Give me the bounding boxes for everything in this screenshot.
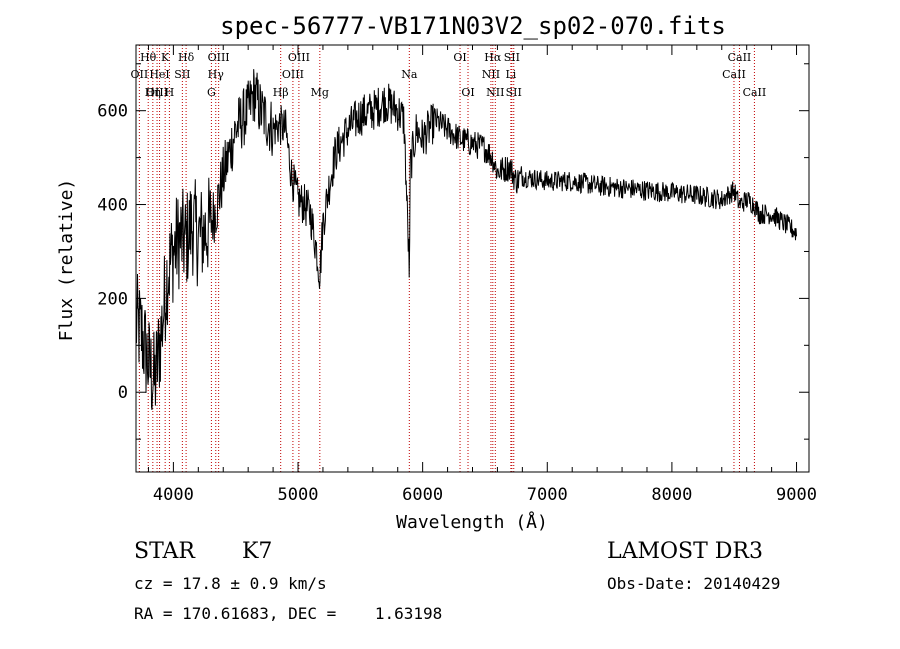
- spectral-line-label: SII: [174, 68, 190, 81]
- spectral-line-label: OIII: [208, 51, 230, 64]
- observation-date: Obs-Date: 20140429: [607, 574, 781, 593]
- spectral-line-label: NII: [482, 68, 500, 81]
- spectral-line-label: K: [161, 51, 170, 64]
- x-axis-label: Wavelength (Å): [396, 511, 548, 533]
- y-axis-ticks: 0 200 400 600: [97, 63, 809, 440]
- object-class: STAR: [134, 539, 195, 564]
- spectral-line-label: G: [207, 86, 216, 99]
- survey-label: LAMOST DR3: [607, 539, 763, 564]
- spectrum-line: [135, 69, 797, 410]
- x-tick-label: 7000: [527, 485, 568, 505]
- spectral-line-label: Na: [401, 68, 418, 81]
- spectral-line-label: Hδ: [178, 51, 195, 64]
- spectral-line-label: CaII: [743, 86, 767, 99]
- spectral-line-label: Hη: [145, 86, 161, 99]
- x-tick-label: 4000: [153, 485, 194, 505]
- spectral-line-label: Hγ: [208, 68, 225, 81]
- y-tick-label: 600: [97, 102, 128, 122]
- spectral-line-label: Hβ: [273, 86, 289, 99]
- spectral-line-label: SII: [506, 86, 522, 99]
- spectral-line-label: HeI: [149, 68, 169, 81]
- spectral-line-label: SII: [504, 51, 520, 64]
- spectral-line-labels: Hθ OII OIII K HeI Hη H Hδ SII OIII Hγ G OIII OIII Hβ Mg…: [131, 51, 767, 99]
- object-subclass: K7: [242, 539, 273, 564]
- x-axis-ticks: 4000 5000 6000 7000 8000 9000: [147, 45, 817, 505]
- x-tick-label: 9000: [776, 485, 817, 505]
- y-tick-label: 400: [97, 196, 128, 216]
- spectral-line-label: NII: [486, 86, 504, 99]
- spectral-line-label: OI: [461, 86, 474, 99]
- spectral-line-label: Hα: [484, 51, 502, 64]
- spectral-line-label: CaII: [722, 68, 746, 81]
- spectral-line-label: H: [165, 86, 175, 99]
- y-tick-label: 0: [118, 383, 128, 403]
- spectral-line-label: OI: [453, 51, 466, 64]
- spectral-line-markers: [138, 45, 755, 472]
- spectral-line-label: OII: [131, 68, 149, 81]
- spectral-line-label: CaII: [728, 51, 752, 64]
- spectral-line-label: OIII: [146, 86, 168, 99]
- spectral-line-label: OIII: [288, 51, 310, 64]
- x-tick-label: 8000: [651, 485, 692, 505]
- x-tick-label: 5000: [278, 485, 319, 505]
- y-tick-label: 200: [97, 289, 128, 309]
- redshift-value: cz = 17.8 ± 0.9 km/s: [134, 574, 327, 593]
- chart-title: spec-56777-VB171N03V2_sp02-070.fits: [220, 12, 726, 40]
- spectral-line-label: OIII: [282, 68, 304, 81]
- spectral-line-label: Mg: [311, 86, 329, 99]
- spectral-line-label: Li: [505, 68, 516, 81]
- coordinates: RA = 170.61683, DEC = 1.63198: [134, 604, 443, 623]
- x-tick-label: 6000: [402, 485, 443, 505]
- y-axis-label: Flux (relative): [56, 179, 77, 342]
- plot-frame: [135, 44, 810, 473]
- spectral-line-label: Hθ: [140, 51, 157, 64]
